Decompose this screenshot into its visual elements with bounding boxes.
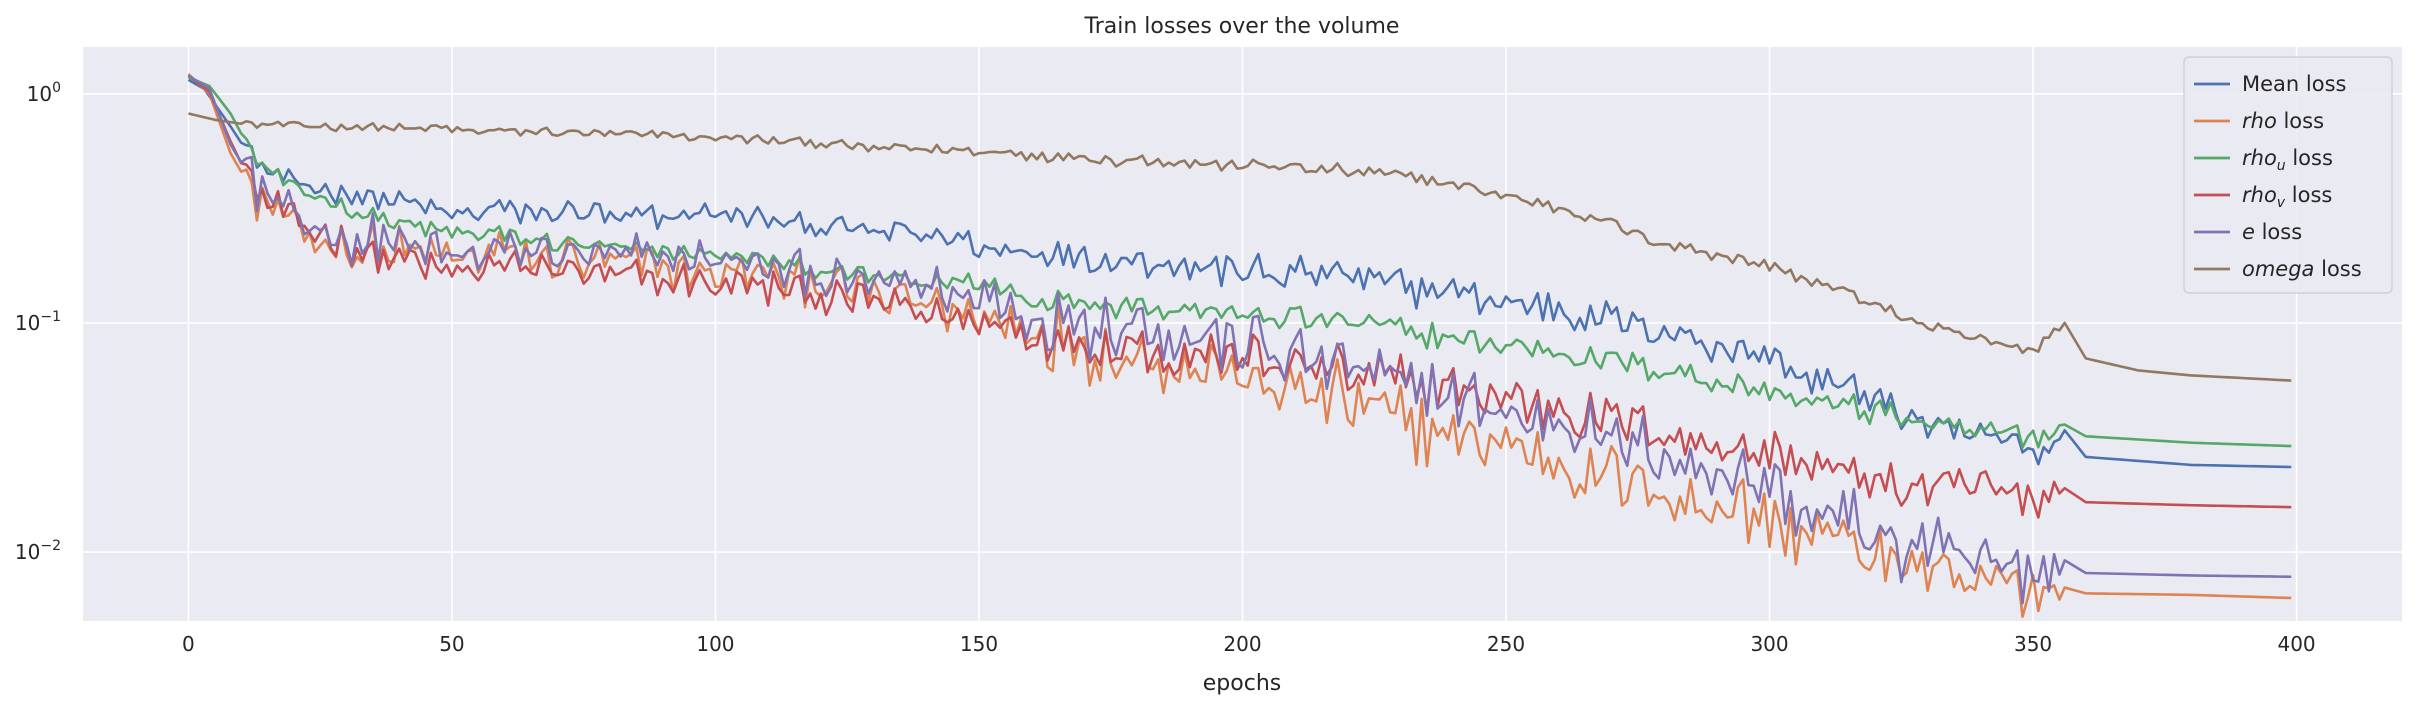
legend-symbol: e [2242, 220, 2255, 244]
legend-subscript: v [2277, 195, 2286, 211]
x-tick-label: 100 [696, 632, 734, 656]
x-axis-label: epochs [1203, 671, 1281, 696]
legend-symbol: rho [2242, 109, 2277, 133]
legend-label: rhov loss [2242, 183, 2332, 211]
legend-label: e loss [2242, 220, 2302, 244]
legend-rest: loss [2285, 183, 2332, 207]
legend-rest: loss [2277, 109, 2324, 133]
y-tick-exponent: −2 [40, 538, 61, 554]
y-tick-label: 100 [27, 80, 61, 106]
legend-rest: loss [2314, 257, 2361, 281]
y-tick-exponent: 0 [52, 80, 61, 96]
legend-symbol: rho [2242, 146, 2277, 170]
legend-label: rhou loss [2242, 146, 2333, 174]
series-line-4 [187, 74, 2292, 605]
legend-label: omega loss [2242, 257, 2362, 281]
legend-rest: loss [2286, 146, 2333, 170]
legend-symbol: omega [2242, 257, 2314, 281]
chart-title: Train losses over the volume [1084, 14, 1400, 39]
x-tick-label: 200 [1223, 632, 1261, 656]
grid-lines [83, 47, 2402, 621]
x-tick-label: 250 [1487, 632, 1525, 656]
series-line-1 [187, 73, 2292, 618]
legend-label: Mean loss [2242, 72, 2346, 96]
x-tick-label: 300 [1750, 632, 1788, 656]
y-tick-base: 10 [27, 82, 52, 106]
legend-rest: Mean loss [2242, 72, 2346, 96]
x-tick-label: 400 [2277, 632, 2315, 656]
series-lines [187, 73, 2292, 618]
legend-label: rho loss [2242, 109, 2324, 133]
x-tick-label: 0 [182, 632, 195, 656]
y-tick-base: 10 [15, 311, 40, 335]
y-tick-exponent: −1 [40, 309, 61, 325]
legend-box [2183, 56, 2393, 294]
y-tick-base: 10 [15, 540, 40, 564]
y-tick-label: 10−1 [15, 309, 61, 335]
legend-rest: loss [2255, 220, 2302, 244]
series-line-2 [187, 76, 2292, 449]
x-tick-label: 350 [2014, 632, 2052, 656]
x-tick-label: 150 [960, 632, 998, 656]
legend-subscript: u [2277, 158, 2286, 174]
y-tick-label: 10−2 [15, 538, 61, 564]
legend-symbol: rho [2242, 183, 2277, 207]
series-line-5 [188, 112, 2292, 382]
x-tick-label: 50 [439, 632, 464, 656]
